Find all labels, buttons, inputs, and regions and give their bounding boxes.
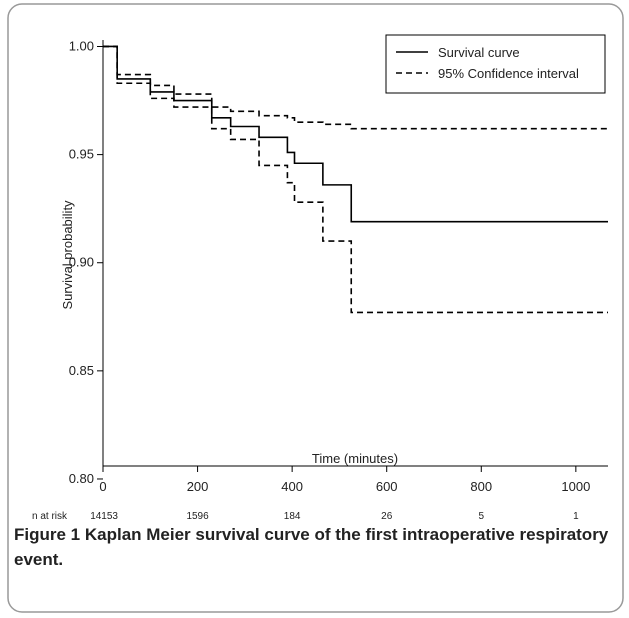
x-tick-label: 1000 [561, 479, 590, 494]
caption: Figure 1 Kaplan Meier survival curve of … [14, 522, 614, 572]
y-tick-label: 1.00 [69, 38, 94, 53]
y-tick-label: 0.90 [69, 255, 94, 270]
survival-line [103, 45, 608, 314]
x-tick-label: 0 [99, 479, 106, 494]
x-tick-label: 200 [187, 479, 209, 494]
frame [7, 3, 624, 613]
caption-text: Kaplan Meier survival curve of the first… [14, 525, 609, 569]
y-tick-label: 0.85 [69, 363, 94, 378]
x-tick-label: 800 [470, 479, 492, 494]
risk-label: n at risk [32, 511, 68, 522]
legend-box [385, 34, 606, 94]
y-tick-label: 0.95 [69, 147, 94, 162]
caption-label: Figure 1 [14, 525, 81, 544]
risk-value: 184 [284, 511, 301, 522]
risk-value: 26 [381, 511, 393, 522]
risk-value: 5 [478, 511, 484, 522]
x-axis-label: Time (minutes) [312, 451, 398, 466]
y-tick-label: 0.80 [69, 471, 94, 486]
x-tick-label: 600 [376, 479, 398, 494]
risk-value: 1 [573, 511, 579, 522]
legend-label: 95% Confidence interval [438, 66, 579, 81]
legend-label: Survival curve [438, 45, 520, 60]
risk-value: 14153 [90, 511, 118, 522]
x-tick-label: 400 [281, 479, 303, 494]
y-axis-label: Survival probability [60, 200, 75, 310]
risk-value: 1596 [186, 511, 209, 522]
survival-line [103, 45, 608, 223]
survival-line [103, 45, 608, 130]
